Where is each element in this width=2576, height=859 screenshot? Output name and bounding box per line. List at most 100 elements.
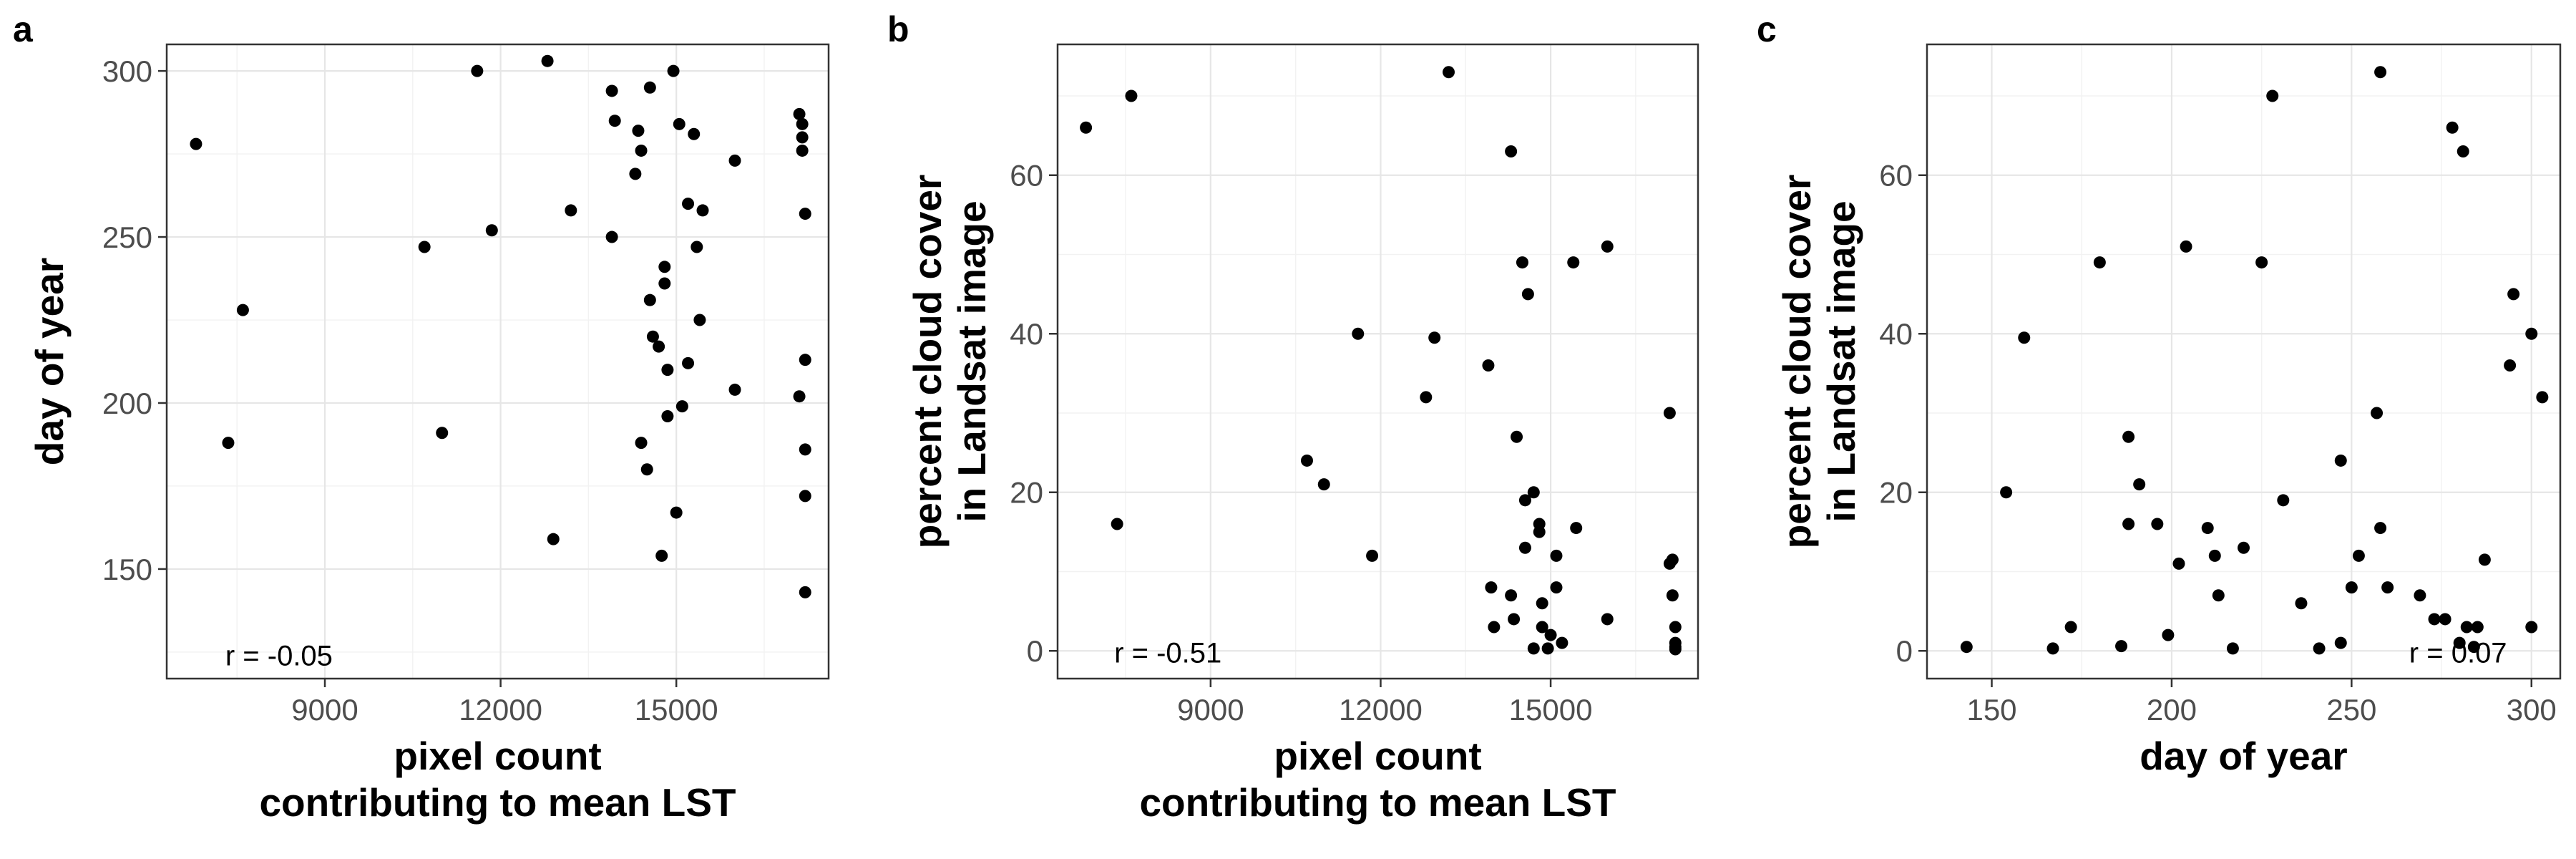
data-point <box>541 54 554 67</box>
data-point <box>1300 454 1313 467</box>
data-point <box>2201 522 2214 535</box>
data-point <box>796 144 809 157</box>
data-point <box>1541 642 1554 655</box>
y-axis-title: in Landsat image <box>1819 200 1863 522</box>
data-point <box>1601 613 1614 626</box>
y-tick-label: 0 <box>1027 634 1043 668</box>
y-axis-title: day of year <box>27 258 72 465</box>
data-point <box>2162 629 2175 641</box>
data-point <box>635 437 648 450</box>
x-tick-label: 12000 <box>459 693 542 727</box>
data-point <box>608 115 621 127</box>
data-point <box>1960 641 1973 654</box>
y-tick-label: 150 <box>102 553 152 586</box>
data-point <box>1536 621 1548 634</box>
data-point <box>646 330 659 343</box>
data-point <box>2018 331 2031 344</box>
x-tick-label: 15000 <box>1509 693 1593 727</box>
data-point <box>1317 478 1330 491</box>
y-tick-label: 60 <box>1010 159 1043 193</box>
x-tick-label: 300 <box>2507 693 2557 727</box>
data-point <box>2093 256 2106 269</box>
data-point <box>796 117 809 130</box>
data-point <box>635 144 648 157</box>
data-point <box>728 154 741 167</box>
data-point <box>661 364 674 377</box>
data-point <box>1352 327 1365 340</box>
x-tick-label: 9000 <box>291 693 358 727</box>
data-point <box>728 383 741 396</box>
data-point <box>793 390 806 403</box>
data-point <box>1505 145 1518 158</box>
data-point <box>799 208 811 220</box>
data-point <box>2345 581 2358 594</box>
data-point <box>1669 621 1682 634</box>
y-tick-label: 20 <box>1010 476 1043 510</box>
x-axis-title: contributing to mean LST <box>259 780 736 825</box>
panel-a: 9000 12000 15000 150 200 250 300 r = -0.05 pixel… <box>13 9 830 825</box>
data-point <box>222 437 235 450</box>
data-point <box>2334 454 2347 467</box>
data-point <box>1518 494 1531 507</box>
data-point <box>1518 541 1531 554</box>
data-point <box>2133 478 2146 491</box>
x-tick-label: 15000 <box>635 693 718 727</box>
data-point <box>2504 359 2517 372</box>
panel-c: 150 200 250 300 0 20 40 60 r = 0.07 day of year pe… <box>1757 9 2562 778</box>
data-point <box>236 304 249 316</box>
data-point <box>565 204 577 217</box>
data-point <box>2457 145 2469 158</box>
data-point <box>471 64 484 77</box>
y-axis-title: percent cloud cover <box>905 175 950 549</box>
data-point <box>2439 613 2451 626</box>
data-point <box>1443 66 1455 79</box>
data-point <box>2371 407 2384 419</box>
data-point <box>1570 522 1583 535</box>
data-point <box>799 586 811 598</box>
x-tick-label: 250 <box>2326 693 2376 727</box>
y-tick-label: 20 <box>1879 476 1913 510</box>
x-axis-title: pixel count <box>394 734 601 778</box>
data-point <box>667 64 680 77</box>
data-point <box>796 131 809 144</box>
data-point <box>485 224 498 237</box>
data-point <box>682 198 695 210</box>
data-point <box>2381 581 2394 594</box>
x-tick-label: 12000 <box>1339 693 1423 727</box>
data-point <box>1666 553 1679 566</box>
data-point <box>2151 518 2164 530</box>
data-point <box>2334 636 2347 649</box>
data-point <box>1505 589 1518 602</box>
data-point <box>1366 549 1379 562</box>
correlation-annotation: r = 0.07 <box>2409 637 2507 669</box>
data-point <box>1511 430 1523 443</box>
data-point <box>2064 621 2077 634</box>
data-point <box>682 356 695 369</box>
data-point <box>688 127 701 140</box>
data-point <box>696 204 709 217</box>
plot-frame <box>1926 43 2562 680</box>
data-point <box>1420 391 1433 404</box>
data-point <box>2000 486 2013 499</box>
data-point <box>1125 89 1138 102</box>
panel-letter: a <box>13 9 34 49</box>
data-point <box>661 410 674 423</box>
data-point <box>1485 581 1498 594</box>
data-point <box>2525 327 2538 340</box>
data-point <box>1666 589 1679 602</box>
correlation-annotation: r = -0.51 <box>1114 637 1221 669</box>
x-axis-title: contributing to mean LST <box>1139 780 1616 825</box>
data-point <box>2226 642 2239 655</box>
data-point <box>643 293 656 306</box>
data-point <box>1669 643 1682 656</box>
data-point <box>799 490 811 503</box>
data-point <box>547 533 560 545</box>
data-point <box>605 84 618 97</box>
data-point <box>640 463 653 476</box>
data-point <box>436 427 449 440</box>
data-point <box>2046 642 2059 655</box>
x-tick-label: 200 <box>2147 693 2197 727</box>
data-point <box>1482 359 1495 372</box>
y-tick-label: 40 <box>1010 317 1043 351</box>
